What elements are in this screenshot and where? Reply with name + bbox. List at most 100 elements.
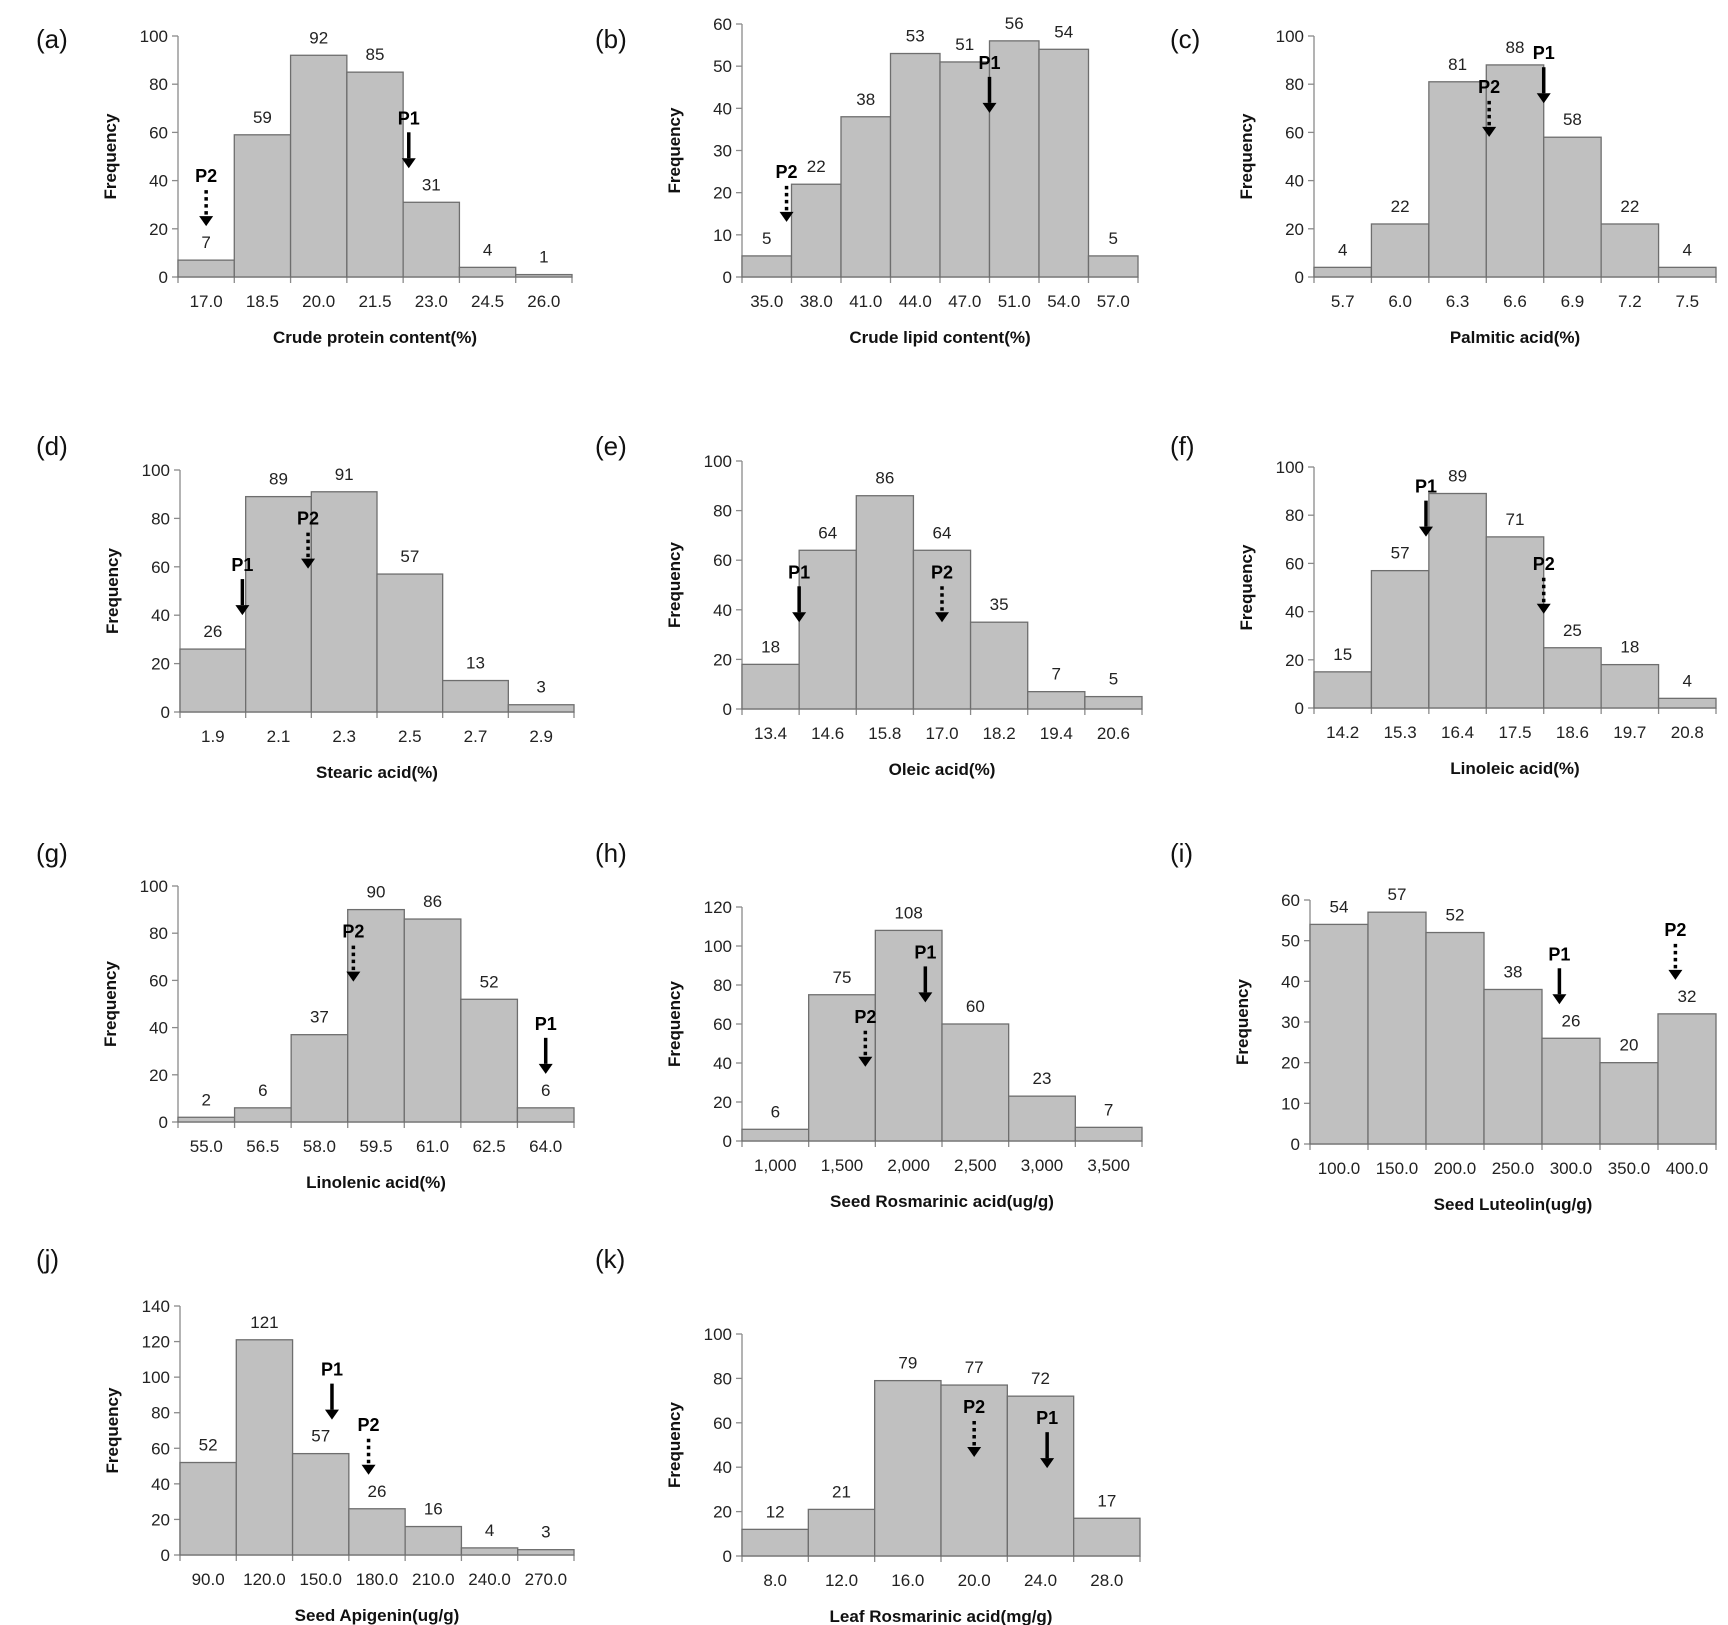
histogram-bar	[874, 1379, 942, 1557]
bar-value-label: 6	[771, 1102, 780, 1121]
y-tick-label: 60	[151, 558, 170, 577]
x-tick-label: 17.0	[925, 724, 958, 743]
histogram-bar	[940, 1384, 1008, 1557]
marker-arrow-p2-icon	[1536, 577, 1551, 614]
bar-value-label: 77	[965, 1358, 984, 1377]
bar-value-label: 57	[311, 1427, 330, 1446]
histogram-bar	[1483, 988, 1543, 1145]
marker-label-p1: P1	[1415, 477, 1437, 497]
panel-label: (h)	[595, 838, 627, 868]
marker-arrow-p1-icon	[792, 586, 807, 623]
x-tick-label: 180.0	[356, 1570, 399, 1589]
histogram-bar	[741, 1528, 809, 1557]
x-tick-label: 51.0	[998, 292, 1031, 311]
x-tick-label: 18.2	[983, 724, 1016, 743]
x-axis-label: Leaf Rosmarinic acid(mg/g)	[830, 1607, 1053, 1625]
x-tick-label: 61.0	[416, 1137, 449, 1156]
marker-label-p1: P1	[231, 555, 253, 575]
y-tick-label: 0	[1291, 1135, 1300, 1154]
y-tick-label: 100	[704, 452, 732, 471]
bar-value-label: 81	[1448, 55, 1467, 74]
chart-panel-e: (e) 0 20 40 60 80 100 18 13.4 64 14.6 86 15.8 64 17.0 3…	[595, 431, 1143, 779]
histogram-bar	[233, 1107, 292, 1123]
bar-value-label: 7	[1052, 665, 1061, 684]
histogram-bar	[808, 994, 876, 1142]
x-tick-label: 26.0	[527, 292, 560, 311]
marker-arrow-p2-icon	[779, 185, 794, 222]
histogram-bar	[889, 52, 941, 278]
bar-value-label: 38	[1504, 962, 1523, 981]
x-tick-label: 400.0	[1666, 1159, 1709, 1178]
histogram-bar	[289, 54, 348, 278]
marker-label-p1: P1	[1548, 944, 1570, 964]
x-axis-label: Crude protein content(%)	[273, 328, 477, 347]
marker-label-p2: P2	[195, 166, 217, 186]
y-tick-label: 20	[713, 184, 732, 203]
histogram-bar	[1600, 663, 1660, 709]
y-axis-label: Frequency	[1237, 113, 1256, 200]
bar-value-label: 3	[536, 678, 545, 697]
histogram-bar	[1038, 48, 1090, 278]
bar-value-label: 25	[1563, 621, 1582, 640]
bar-value-label: 35	[990, 595, 1009, 614]
y-tick-label: 80	[1285, 506, 1304, 525]
x-tick-label: 16.4	[1441, 723, 1474, 742]
x-tick-label: 250.0	[1492, 1159, 1535, 1178]
histogram-bar	[516, 1107, 575, 1123]
y-axis-label: Frequency	[103, 1387, 122, 1474]
x-axis-label: Crude lipid content(%)	[849, 328, 1030, 347]
y-tick-label: 40	[149, 172, 168, 191]
bar-value-label: 71	[1506, 510, 1525, 529]
histogram-bar	[1084, 695, 1143, 710]
histogram-bar	[1370, 223, 1430, 278]
x-tick-label: 14.6	[811, 724, 844, 743]
y-axis-label: Frequency	[101, 960, 120, 1047]
x-tick-label: 56.5	[246, 1137, 279, 1156]
bar-value-label: 7	[1104, 1100, 1113, 1119]
bar-value-label: 88	[1506, 38, 1525, 57]
panel-label: (k)	[595, 1244, 625, 1274]
histogram-bar	[245, 495, 312, 713]
bar-value-label: 52	[199, 1436, 218, 1455]
x-tick-label: 200.0	[1434, 1159, 1477, 1178]
panel-label: (e)	[595, 431, 627, 461]
y-tick-label: 80	[151, 1404, 170, 1423]
marker-arrow-p2-icon	[1482, 100, 1497, 137]
y-tick-label: 0	[161, 703, 170, 722]
y-tick-label: 80	[149, 924, 168, 943]
marker-label-p2: P2	[1478, 77, 1500, 97]
histogram-bar	[1074, 1126, 1143, 1142]
marker-arrow-p2-icon	[301, 532, 316, 569]
x-tick-label: 2.1	[267, 727, 291, 746]
y-tick-label: 40	[1281, 972, 1300, 991]
histogram-bar	[442, 679, 509, 713]
chart-panel-j: (j) 0 20 40 60 80 100 120 140 52 90.0 121 120.0 57 150…	[36, 1244, 575, 1625]
x-tick-label: 23.0	[415, 292, 448, 311]
histogram-bar	[179, 648, 247, 713]
marker-arrow-p1-icon	[1536, 67, 1551, 104]
y-tick-label: 0	[723, 268, 732, 287]
chart-panel-f: (f) 0 20 40 60 80 100 15 14.2 57 15.3 89 16.4 71 17.5 2…	[1170, 431, 1717, 778]
bar-value-label: 64	[933, 523, 952, 542]
marker-arrow-p1-icon	[982, 76, 997, 113]
histogram-bar	[402, 201, 461, 278]
bar-value-label: 37	[310, 1008, 329, 1027]
chart-panel-g: (g) 0 20 40 60 80 100 2 55.0 6 56.5 37 58.0 90 59.5 86 6…	[36, 838, 575, 1192]
x-tick-label: 240.0	[468, 1570, 511, 1589]
x-axis-label: Linoleic acid(%)	[1450, 759, 1579, 778]
y-tick-label: 20	[713, 1093, 732, 1112]
bar-value-label: 86	[423, 892, 442, 911]
x-tick-label: 6.3	[1446, 292, 1470, 311]
bar-value-label: 89	[1448, 467, 1467, 486]
histogram-bar	[179, 1461, 237, 1556]
bar-value-label: 91	[335, 465, 354, 484]
histogram-bar	[1428, 81, 1487, 278]
histogram-bar	[1087, 255, 1139, 278]
histogram-bar	[1313, 266, 1373, 278]
x-tick-label: 54.0	[1047, 292, 1080, 311]
y-tick-label: 120	[142, 1333, 170, 1352]
histogram-bar	[807, 1508, 876, 1557]
marker-arrow-p1-icon	[235, 579, 250, 616]
histogram-bar	[1370, 569, 1430, 709]
y-tick-label: 0	[723, 700, 732, 719]
